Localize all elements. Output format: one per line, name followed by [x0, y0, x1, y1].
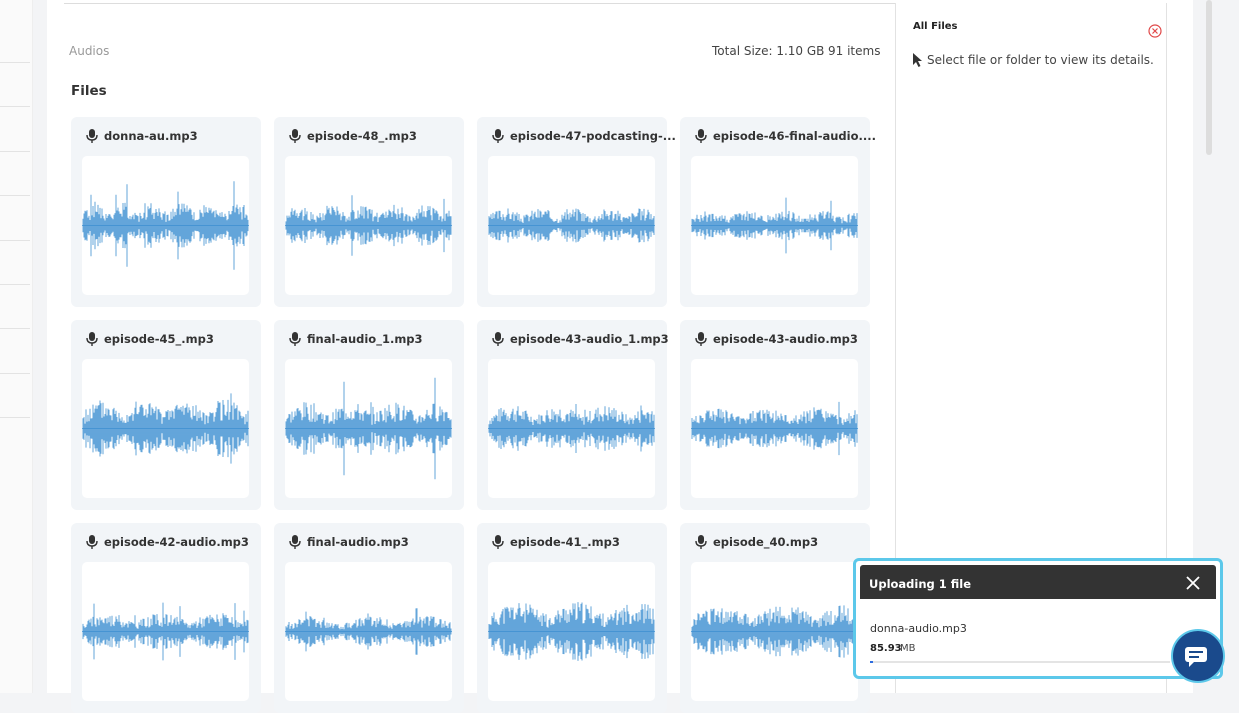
waveform-box: [488, 359, 655, 498]
divider: [0, 62, 30, 63]
top-border: [64, 3, 895, 4]
details-title: All Files: [913, 21, 958, 32]
close-details[interactable]: [1147, 23, 1163, 39]
mic-icon: [695, 535, 707, 549]
file-card[interactable]: episode-43-audio_1.mp3: [477, 320, 669, 510]
progress-track: [870, 661, 1170, 663]
divider: [0, 373, 30, 374]
section-label: Audios: [69, 44, 110, 58]
file-card[interactable]: episode-48_.mp3: [274, 117, 464, 307]
waveform-box: [691, 156, 858, 295]
scrollbar[interactable]: [1206, 0, 1212, 155]
waveform: [82, 393, 249, 464]
waveform-box: [82, 359, 249, 498]
file-name: episode-43-audio_1.mp3: [510, 332, 669, 346]
mic-icon: [492, 332, 504, 346]
divider: [0, 328, 30, 329]
chat-button[interactable]: [1170, 628, 1226, 684]
waveform-box: [82, 156, 249, 295]
upload-size: 85.93: [870, 643, 902, 654]
waveform: [285, 195, 452, 256]
file-name: episode-47-podcasting-...: [510, 129, 676, 143]
waveform-box: [488, 156, 655, 295]
mic-icon: [289, 129, 301, 143]
mic-icon: [86, 332, 98, 346]
waveform-box: [488, 562, 655, 701]
details-hint: Select file or folder to view its detail…: [927, 53, 1154, 67]
file-card[interactable]: episode-43-audio.mp3: [680, 320, 870, 510]
file-name: episode-42-audio.mp3: [104, 535, 249, 549]
upload-popup: Uploading 1 file donna-audio.mp3 85.93 M…: [853, 558, 1223, 679]
upload-file-name: donna-audio.mp3: [870, 622, 967, 635]
upload-header: [860, 565, 1216, 599]
waveform-box: [285, 562, 452, 701]
sidebar: [0, 0, 33, 693]
waveform-box: [285, 359, 452, 498]
waveform-box: [285, 156, 452, 295]
waveform-box: [82, 562, 249, 701]
upload-title: Uploading 1 file: [869, 577, 972, 591]
upload-size-unit: MB: [900, 643, 916, 654]
total-size: Total Size: 1.10 GB: [712, 44, 825, 58]
waveform: [488, 602, 655, 661]
file-name: episode-46-final-audio....: [713, 129, 876, 143]
file-card[interactable]: episode-41_.mp3: [477, 523, 667, 713]
waveform: [691, 401, 858, 456]
file-name: episode-43-audio.mp3: [713, 332, 858, 346]
waveform-box: [691, 562, 858, 701]
mic-icon: [695, 129, 707, 143]
mic-icon: [695, 332, 707, 346]
waveform: [82, 602, 249, 661]
files-heading: Files: [71, 83, 107, 99]
waveform-box: [691, 359, 858, 498]
mic-icon: [86, 535, 98, 549]
divider: [0, 195, 30, 196]
mic-icon: [86, 129, 98, 143]
file-card[interactable]: episode-42-audio.mp3: [71, 523, 261, 713]
divider: [0, 240, 30, 241]
file-name: episode-45_.mp3: [104, 332, 214, 346]
waveform: [691, 605, 858, 658]
divider: [0, 151, 30, 152]
waveform: [488, 404, 655, 453]
file-card[interactable]: episode_40.mp3: [680, 523, 870, 713]
close-upload[interactable]: [1186, 576, 1200, 590]
page: Audios Total Size: 1.10 GB 91 items File…: [0, 0, 1226, 701]
mic-icon: [289, 332, 301, 346]
waveform: [488, 208, 655, 243]
file-name: episode_40.mp3: [713, 535, 819, 549]
waveform: [285, 608, 452, 655]
file-name: episode-41_.mp3: [510, 535, 620, 549]
divider: [0, 106, 30, 107]
waveform: [82, 181, 249, 270]
item-count: 91 items: [828, 44, 881, 58]
mic-icon: [492, 129, 504, 143]
file-name: episode-48_.mp3: [307, 129, 417, 143]
file-name: final-audio_1.mp3: [307, 332, 423, 346]
file-card[interactable]: donna-au.mp3: [71, 117, 261, 307]
file-card[interactable]: episode-46-final-audio....: [680, 117, 876, 307]
cursor-icon: [913, 53, 922, 67]
file-card[interactable]: episode-45_.mp3: [71, 320, 261, 510]
progress-fill: [870, 661, 873, 663]
file-name: donna-au.mp3: [104, 129, 198, 143]
mic-icon: [289, 535, 301, 549]
divider: [0, 417, 30, 418]
file-name: final-audio.mp3: [307, 535, 409, 549]
divider: [0, 284, 30, 285]
waveform: [285, 377, 452, 480]
mic-icon: [492, 535, 504, 549]
file-card[interactable]: episode-47-podcasting-...: [477, 117, 676, 307]
file-card[interactable]: final-audio.mp3: [274, 523, 464, 713]
file-card[interactable]: final-audio_1.mp3: [274, 320, 464, 510]
waveform: [691, 197, 858, 254]
